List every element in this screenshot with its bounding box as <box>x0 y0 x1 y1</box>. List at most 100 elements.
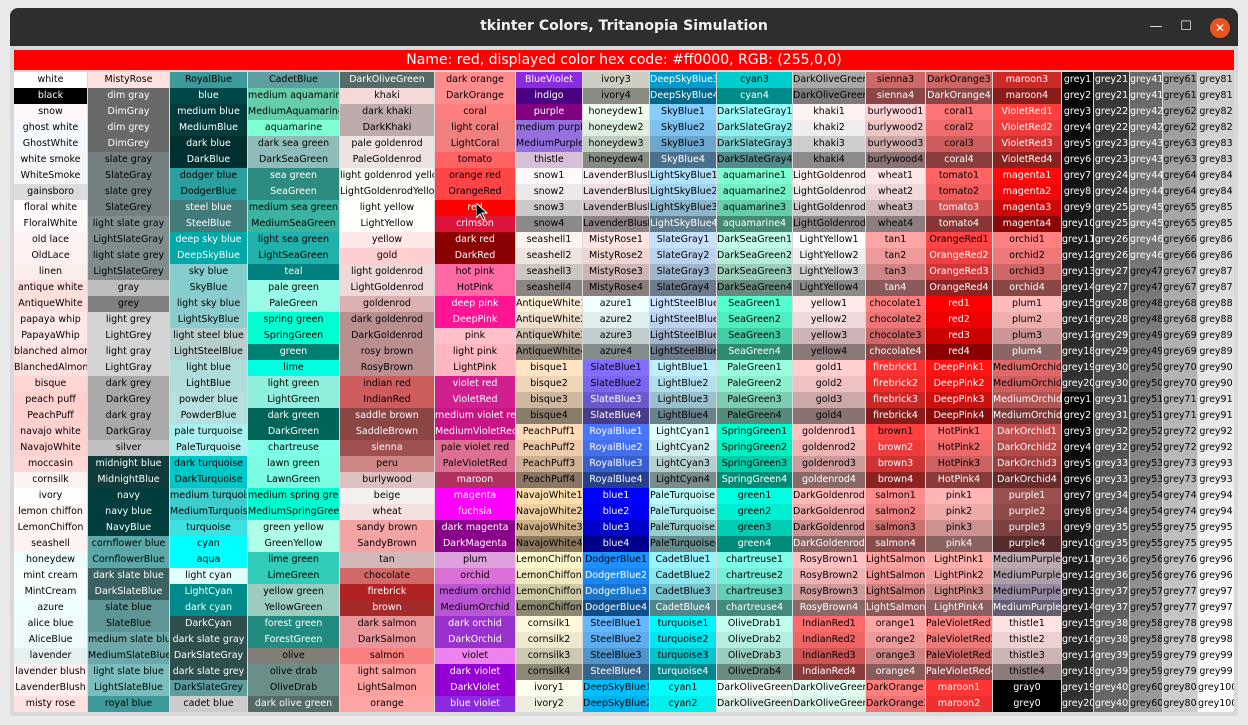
color-swatch[interactable]: MediumVioletRed <box>435 424 515 440</box>
color-swatch[interactable]: brown3 <box>866 456 925 472</box>
color-swatch[interactable]: LightGoldenrod1 <box>793 168 865 184</box>
color-swatch[interactable]: SkyBlue2 <box>650 120 716 136</box>
color-swatch[interactable]: medium blue <box>170 104 247 120</box>
color-swatch[interactable]: plum2 <box>993 312 1061 328</box>
color-swatch[interactable]: grey17 <box>1062 328 1093 344</box>
color-swatch[interactable]: grey34 <box>1094 504 1129 520</box>
color-swatch[interactable]: MediumPurple <box>516 136 582 152</box>
color-swatch[interactable]: orange2 <box>866 632 925 648</box>
color-swatch[interactable]: azure4 <box>583 344 649 360</box>
color-swatch[interactable]: LightSalmon3 <box>866 584 925 600</box>
color-swatch[interactable]: goldenrod1 <box>793 424 865 440</box>
color-swatch[interactable]: MediumSlateBlue <box>88 648 169 664</box>
color-swatch[interactable]: dark olive green <box>248 696 339 712</box>
color-swatch[interactable]: SeaGreen2 <box>717 312 792 328</box>
color-swatch[interactable]: floral white <box>14 200 87 216</box>
color-swatch[interactable]: grey16 <box>1062 632 1093 648</box>
color-swatch[interactable]: grey32 <box>1094 424 1129 440</box>
color-swatch[interactable]: MediumOrchid4 <box>993 408 1061 424</box>
color-swatch[interactable]: cadet blue <box>170 696 247 712</box>
color-swatch[interactable]: red4 <box>926 344 992 360</box>
color-swatch[interactable]: DarkGoldenrod4 <box>793 536 865 552</box>
color-swatch[interactable]: grey74 <box>1163 504 1197 520</box>
color-swatch[interactable]: slate blue <box>88 600 169 616</box>
color-swatch[interactable]: maroon4 <box>993 88 1061 104</box>
color-swatch[interactable]: thistle4 <box>993 664 1061 680</box>
color-swatch[interactable]: grey42 <box>1130 120 1162 136</box>
color-swatch[interactable]: grey85 <box>1198 200 1234 216</box>
color-swatch[interactable]: MistyRose <box>88 72 169 88</box>
color-swatch[interactable]: LightPink1 <box>926 552 992 568</box>
color-swatch[interactable]: grey15 <box>1062 616 1093 632</box>
color-swatch[interactable]: HotPink1 <box>926 424 992 440</box>
color-swatch[interactable]: IndianRed3 <box>793 648 865 664</box>
color-swatch[interactable]: DarkOliveGreen2 <box>717 696 792 712</box>
color-swatch[interactable]: dark violet <box>435 664 515 680</box>
color-swatch[interactable]: dark red <box>435 232 515 248</box>
color-swatch[interactable]: burlywood <box>340 472 434 488</box>
color-swatch[interactable]: dark magenta <box>435 520 515 536</box>
color-swatch[interactable]: chocolate <box>340 568 434 584</box>
color-swatch[interactable]: LightBlue3 <box>650 392 716 408</box>
color-swatch[interactable]: grey51 <box>1130 408 1162 424</box>
color-swatch[interactable]: light cyan <box>170 568 247 584</box>
color-swatch[interactable]: LightSkyBlue4 <box>650 216 716 232</box>
color-swatch[interactable]: RosyBrown4 <box>793 600 865 616</box>
color-swatch[interactable]: cornsilk1 <box>516 616 582 632</box>
color-swatch[interactable]: ivory2 <box>516 696 582 712</box>
color-swatch[interactable]: LemonChiffon1 <box>516 552 582 568</box>
color-swatch[interactable]: pink4 <box>926 536 992 552</box>
color-swatch[interactable]: orchid1 <box>993 232 1061 248</box>
color-swatch[interactable]: peru <box>340 456 434 472</box>
color-swatch[interactable]: gray0 <box>993 680 1061 696</box>
color-swatch[interactable]: grey66 <box>1163 232 1197 248</box>
color-swatch[interactable]: CadetBlue4 <box>650 600 716 616</box>
color-swatch[interactable]: DarkGoldenrod <box>340 328 434 344</box>
color-swatch[interactable]: yellow green <box>248 584 339 600</box>
color-swatch[interactable]: grey95 <box>1198 520 1234 536</box>
color-swatch[interactable]: PaleVioletRed1 <box>926 616 992 632</box>
color-swatch[interactable]: light goldenrod yellow <box>340 168 434 184</box>
color-swatch[interactable]: chocolate2 <box>866 312 925 328</box>
color-swatch[interactable]: cyan2 <box>650 696 716 712</box>
color-swatch[interactable]: coral <box>435 104 515 120</box>
color-swatch[interactable]: grey10 <box>1062 216 1093 232</box>
color-swatch[interactable]: plum <box>435 552 515 568</box>
color-swatch[interactable]: grey50 <box>1130 376 1162 392</box>
color-swatch[interactable]: grey90 <box>1198 360 1234 376</box>
color-swatch[interactable]: LavenderBlush2 <box>583 184 649 200</box>
color-swatch[interactable]: honeydew4 <box>583 152 649 168</box>
color-swatch[interactable]: silver <box>88 440 169 456</box>
color-swatch[interactable]: DarkOliveGreen1 <box>793 680 865 696</box>
color-swatch[interactable]: firebrick4 <box>866 408 925 424</box>
color-swatch[interactable]: grey8 <box>1062 504 1093 520</box>
color-swatch[interactable]: grey99 <box>1198 664 1234 680</box>
color-swatch[interactable]: grey92 <box>1198 440 1234 456</box>
color-swatch[interactable]: grey29 <box>1094 328 1129 344</box>
color-swatch[interactable]: goldenrod2 <box>793 440 865 456</box>
color-swatch[interactable]: SeaGreen3 <box>717 328 792 344</box>
color-swatch[interactable]: grey69 <box>1163 344 1197 360</box>
color-swatch[interactable]: grey40 <box>1094 696 1129 712</box>
color-swatch[interactable]: grey2 <box>1062 408 1093 424</box>
color-swatch[interactable]: salmon2 <box>866 504 925 520</box>
color-swatch[interactable]: DarkOrchid4 <box>993 472 1061 488</box>
color-swatch[interactable]: dark blue <box>170 136 247 152</box>
color-swatch[interactable]: PaleTurquoise3 <box>650 520 716 536</box>
color-swatch[interactable]: grey54 <box>1130 488 1162 504</box>
color-swatch[interactable]: magenta <box>435 488 515 504</box>
color-swatch[interactable]: PeachPuff1 <box>516 424 582 440</box>
color-swatch[interactable]: medium turquoise <box>170 488 247 504</box>
color-swatch[interactable]: grey36 <box>1094 568 1129 584</box>
color-swatch[interactable]: OrangeRed3 <box>926 264 992 280</box>
color-swatch[interactable]: ivory4 <box>583 88 649 104</box>
color-swatch[interactable]: grey86 <box>1198 248 1234 264</box>
color-swatch[interactable]: azure <box>14 600 87 616</box>
color-swatch[interactable]: HotPink3 <box>926 456 992 472</box>
color-swatch[interactable]: SteelBlue <box>170 216 247 232</box>
color-swatch[interactable]: LightSteelBlue2 <box>650 312 716 328</box>
color-swatch[interactable]: firebrick2 <box>866 376 925 392</box>
color-swatch[interactable]: IndianRed1 <box>793 616 865 632</box>
color-swatch[interactable]: grey92 <box>1198 424 1234 440</box>
color-swatch[interactable]: PaleTurquoise2 <box>650 504 716 520</box>
